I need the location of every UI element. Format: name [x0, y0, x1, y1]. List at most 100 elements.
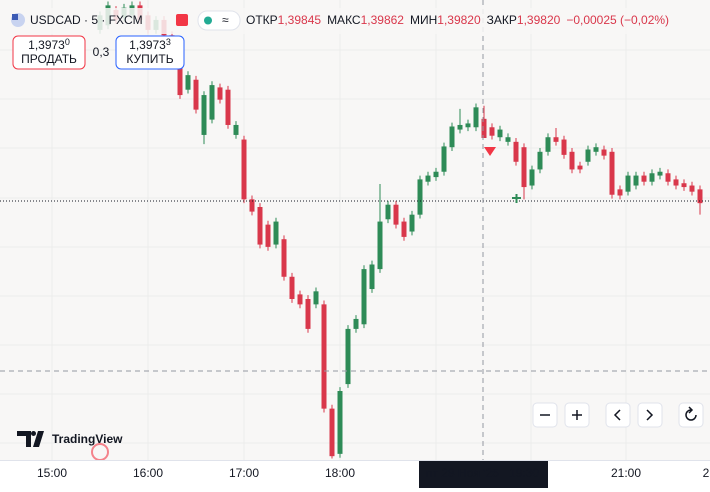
candle-body: [385, 204, 391, 220]
candle-body: [265, 224, 271, 247]
candle-body: [257, 207, 263, 245]
candle-body: [617, 189, 623, 196]
spread: 0,3: [93, 45, 110, 59]
ohlc-label: ОТКР: [246, 13, 278, 27]
candle-body: [481, 118, 487, 138]
candle-body: [225, 89, 231, 125]
candle-body: [409, 214, 415, 232]
ohlc-label: МИН: [410, 13, 437, 27]
candle-body: [569, 151, 575, 170]
scroll-right-button[interactable]: [637, 402, 663, 428]
candle-body: [473, 107, 479, 128]
candle-body: [361, 269, 367, 325]
ohlc-legend: ОТКР1,39845 МАКС1,39862 МИН1,39820 ЗАКР1,39…: [246, 13, 669, 27]
candle-body: [289, 276, 295, 299]
scroll-left-icon: [613, 409, 621, 421]
candle-body: [657, 171, 663, 176]
time-label: 15:00: [37, 466, 67, 480]
zoom-in-icon: [572, 410, 582, 420]
market-closed-icon: [176, 14, 188, 26]
sell-label: ПРОДАТЬ: [21, 52, 77, 66]
candle-body: [529, 169, 535, 186]
buy-button[interactable]: [115, 35, 185, 70]
scroll-left-button[interactable]: [605, 402, 631, 428]
candle-body: [489, 127, 495, 136]
time-label: 18:00: [325, 466, 355, 480]
candle-body: [689, 185, 695, 192]
candle-body: [649, 173, 655, 182]
candle-body: [513, 141, 519, 162]
candle-body: [441, 146, 447, 172]
candle-body: [329, 408, 335, 457]
candle-body: [625, 175, 631, 192]
candle-body: [609, 151, 615, 195]
candle-body: [593, 147, 599, 152]
candle-body: [553, 137, 559, 142]
buy-label: КУПИТЬ: [126, 52, 173, 66]
buy-price: 1,39733: [129, 37, 171, 52]
header-bg: [0, 8, 710, 34]
time-label: 21:00: [611, 466, 641, 480]
candle-body: [697, 189, 703, 204]
scroll-right-icon: [646, 409, 654, 421]
sell-price: 1,39730: [28, 37, 70, 52]
candle-body: [497, 129, 503, 138]
candle-body: [345, 328, 351, 385]
candle-body: [681, 183, 687, 188]
candle-body: [233, 124, 239, 135]
sell-marker: [484, 147, 496, 156]
symbol-title[interactable]: USDCAD · 5 · FXCM: [30, 13, 143, 27]
ohlc-value: 1,39845: [278, 13, 322, 27]
candle-body: [401, 221, 407, 237]
buy-price-sup: 3: [166, 37, 171, 47]
candle-body: [465, 123, 471, 128]
candle-body: [545, 137, 551, 152]
logo-dot: [31, 431, 36, 436]
candle-body: [297, 294, 303, 305]
candle-body: [577, 165, 583, 170]
time-labels: 15:00 16:00 17:00 18:00 21:00 2: [37, 466, 710, 480]
ohlc-label: МАКС: [327, 13, 361, 27]
crosshair-date: пт 28 Ноя '25: [426, 466, 499, 480]
candle-body: [313, 291, 319, 305]
candle-body: [633, 175, 639, 186]
reset-icon: [685, 406, 697, 421]
candle-body: [337, 391, 343, 454]
sell-button[interactable]: [12, 35, 86, 70]
candle-body: [449, 126, 455, 148]
grid: [0, 0, 710, 460]
ohlc-value: 1,39862: [361, 13, 405, 27]
candle-body: [321, 304, 327, 409]
candle-body: [353, 318, 359, 329]
candle-body: [521, 147, 527, 188]
candle-body: [585, 149, 591, 162]
reset-button[interactable]: [678, 402, 704, 428]
crosshair-time-label: [419, 461, 548, 488]
time-label: 17:00: [229, 466, 259, 480]
candles: [97, 1, 703, 459]
candle-body: [417, 179, 423, 215]
candle-body: [537, 151, 543, 170]
candle-body: [665, 173, 671, 182]
ohlc-label: ЗАКР: [487, 13, 517, 27]
candle-body: [217, 87, 223, 100]
candle-body: [393, 204, 399, 225]
ohlc-value: 1,39820: [517, 13, 561, 27]
plot-background: [0, 0, 710, 460]
candle-body: [673, 179, 679, 186]
candle-body: [505, 137, 511, 142]
ohlc-value: 1,39820: [437, 13, 481, 27]
candle-body: [377, 221, 383, 270]
candle-body: [209, 85, 215, 120]
candle-body: [425, 175, 431, 182]
candle-body: [641, 175, 647, 182]
candle-body: [369, 264, 375, 290]
ohlc-change: −0,00025 (−0,02%): [566, 13, 669, 27]
watermark: TradingView: [52, 432, 123, 446]
status-dot: [204, 16, 212, 25]
status-pill[interactable]: [197, 10, 241, 31]
sell-price-main: 1,3973: [28, 38, 65, 52]
candle-body: [241, 139, 247, 200]
candle-body: [273, 221, 279, 245]
candle-body: [249, 199, 255, 212]
